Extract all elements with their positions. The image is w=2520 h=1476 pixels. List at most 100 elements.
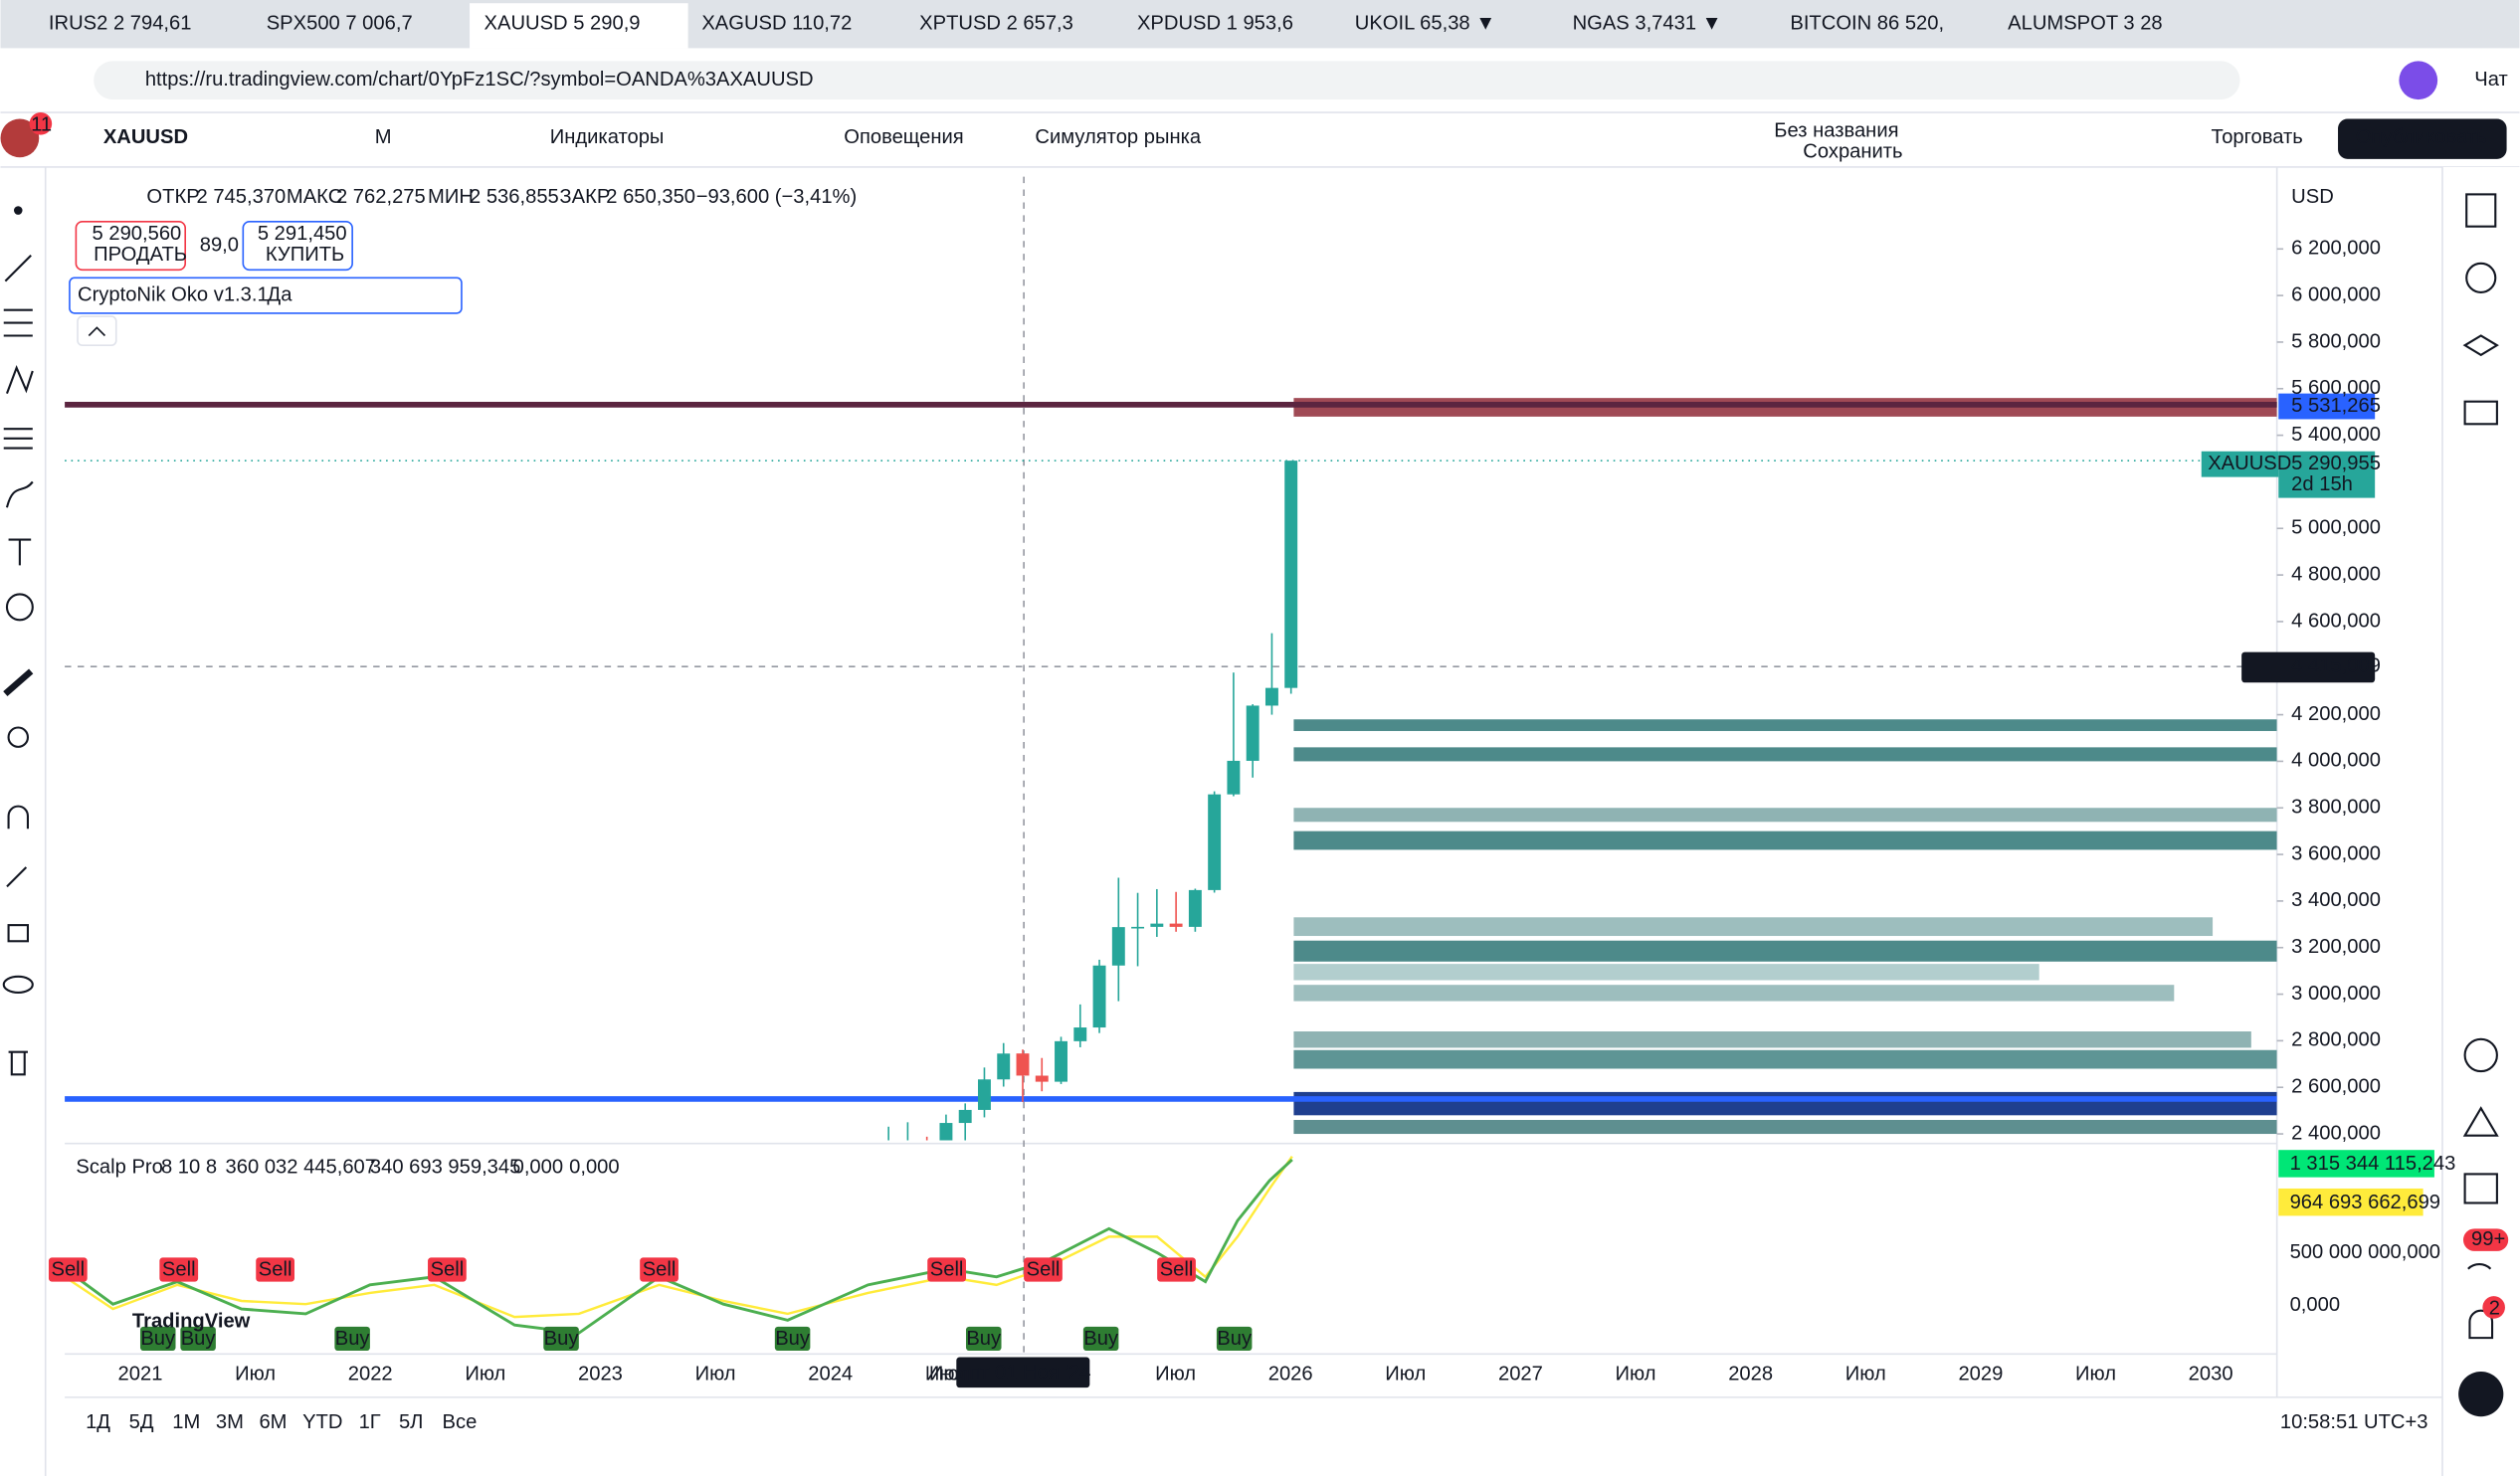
save-link[interactable]: Сохранить [1803, 141, 1902, 163]
chat-icon[interactable] [2463, 400, 2498, 426]
x-tick-label: Июл [929, 1364, 970, 1385]
draw-mode-tool[interactable] [6, 866, 28, 888]
candle-body [1150, 923, 1164, 927]
apps-button[interactable] [2458, 1372, 2504, 1417]
buy-signal [774, 1326, 811, 1352]
tab-title[interactable]: SPX500 7 006,7 [267, 13, 413, 35]
sell-signal [48, 1257, 88, 1282]
candle-body [1055, 1040, 1067, 1082]
active-tab[interactable] [470, 3, 688, 49]
tab-title[interactable]: XPTUSD 2 657,3 [919, 13, 1073, 35]
crosshair-price: 4 415,009 [2291, 654, 2381, 676]
zone [1293, 985, 2175, 1002]
tab-title[interactable]: XPDUSD 1 953,6 [1137, 13, 1293, 35]
layers-icon[interactable] [2462, 334, 2499, 357]
buy-signal [543, 1326, 579, 1352]
candle-body [1188, 889, 1202, 927]
candle-body [978, 1079, 991, 1110]
pattern-tool[interactable] [5, 364, 34, 394]
ohlc-open: 2 745,370 [197, 186, 287, 208]
sell-signal-text: Sell [162, 1259, 196, 1281]
tab-title[interactable]: XAUUSD 5 290,9 [485, 13, 641, 35]
candle-body [997, 1053, 1011, 1080]
tab-title[interactable]: BITCOIN 86 520, [1790, 13, 1944, 35]
indicators-button[interactable]: Индикаторы [550, 126, 665, 148]
x-tick-label: 2026 [1268, 1364, 1313, 1385]
layout-name[interactable]: Без названия [1774, 120, 1898, 142]
osc-v1: 360 032 445,607 [226, 1156, 376, 1178]
candle-body [844, 1216, 857, 1218]
sell-signal-text: Sell [431, 1259, 465, 1281]
ruler-tool[interactable] [3, 668, 34, 697]
zoom-tool[interactable] [7, 726, 29, 748]
range-button[interactable]: 1Д [86, 1411, 110, 1433]
brush-tool[interactable] [5, 480, 34, 508]
sell-button[interactable] [75, 221, 187, 272]
indicator-legend[interactable] [69, 277, 463, 314]
tab-title[interactable]: UKOIL 65,38 ▼ [1355, 13, 1495, 35]
copilot-icon[interactable] [2399, 61, 2438, 100]
candle-body [1035, 1075, 1049, 1082]
buy-signal [139, 1326, 176, 1352]
x-tick-label: 2029 [1958, 1364, 2003, 1385]
sell-signal-text: Sell [643, 1259, 677, 1281]
magnet-tool[interactable] [7, 805, 29, 830]
range-button[interactable]: 1М [172, 1411, 200, 1433]
publish-text[interactable]: Опубликовать [2356, 126, 2487, 148]
collapse-button[interactable] [77, 315, 117, 346]
tab-title[interactable]: NGAS 3,7431 ▼ [1573, 13, 1722, 35]
range-button[interactable]: 6М [259, 1411, 287, 1433]
range-button[interactable]: 5Д [129, 1411, 154, 1433]
stream-icon[interactable] [2467, 1263, 2492, 1270]
range-button[interactable]: 3М [216, 1411, 244, 1433]
buy-signal-text: Buy [966, 1328, 1002, 1350]
candle-body [1169, 923, 1183, 927]
buy-button[interactable] [242, 221, 353, 272]
range-button[interactable]: 5Л [399, 1411, 423, 1433]
calendar-icon[interactable] [2463, 1173, 2498, 1204]
cursor-tool[interactable] [13, 206, 23, 215]
range-button[interactable]: Все [443, 1411, 478, 1433]
target-icon[interactable] [2463, 1037, 2498, 1073]
publish-button[interactable] [2338, 118, 2507, 159]
visibility-tool[interactable] [2, 975, 34, 994]
tab-title[interactable]: ALUMSPOT 3 28 [2008, 13, 2162, 35]
alerts-icon[interactable] [2465, 262, 2497, 293]
ohlc-change: −93,600 (−3,41%) [696, 186, 857, 208]
countdown: 2d 15h [2291, 473, 2353, 495]
right-icons [2462, 193, 2499, 1340]
zone [1293, 940, 2277, 962]
trade-button[interactable]: Торговать [2211, 126, 2302, 148]
sell-signal-text: Sell [930, 1259, 964, 1281]
line-tool[interactable] [4, 255, 32, 282]
interval[interactable]: M [375, 126, 392, 148]
text-tool[interactable] [8, 538, 32, 566]
range-button[interactable]: 1Г [359, 1411, 381, 1433]
lock-tool[interactable] [7, 924, 29, 943]
emoji-tool[interactable] [5, 593, 34, 622]
bell-icon[interactable] [2468, 1309, 2494, 1340]
replay-button[interactable]: Симулятор рынка [1035, 126, 1201, 148]
alerts-button[interactable]: Оповещения [844, 126, 963, 148]
prediction-tool[interactable] [3, 428, 33, 450]
delete-tool[interactable] [8, 1050, 28, 1076]
symbol-search[interactable]: XAUUSD [103, 126, 188, 148]
ideas-icon[interactable] [2462, 1106, 2499, 1137]
tab-title[interactable]: XAGUSD 110,72 [701, 13, 852, 35]
url: https://ru.tradingview.com/chart/0YpFz1S… [145, 69, 814, 91]
watchlist-icon[interactable] [2465, 193, 2497, 228]
zone [1293, 747, 2277, 762]
last-price: 5 290,955 [2291, 453, 2381, 474]
y-tick-label: 2 800,000 [2291, 1029, 2381, 1051]
avatar[interactable] [0, 118, 40, 158]
currency-select[interactable]: USD [2291, 186, 2334, 208]
tab-title[interactable]: IRUS2 2 794,61 [49, 13, 192, 35]
sell-signal [256, 1257, 295, 1282]
fib-tool[interactable] [3, 308, 33, 337]
address-bar[interactable] [94, 61, 2240, 100]
alert-badge [2482, 1296, 2505, 1319]
x-tick-label: Июл [1616, 1364, 1656, 1385]
candle-body [882, 1161, 895, 1174]
range-button[interactable]: YTD [302, 1411, 342, 1433]
chat-button[interactable]: Чат [2474, 69, 2507, 91]
